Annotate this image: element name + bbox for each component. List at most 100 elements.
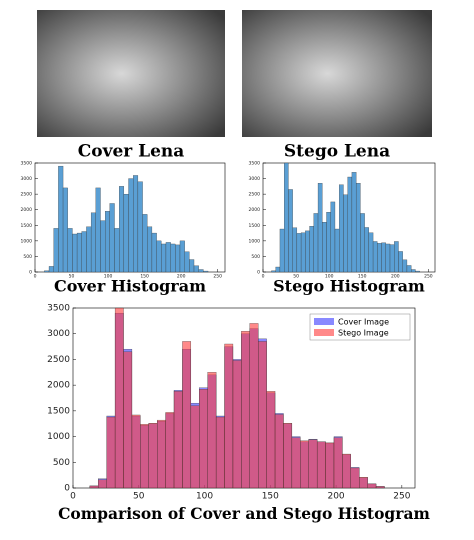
bar (119, 186, 125, 273)
x-tick-label: 250 (213, 274, 222, 280)
bar (114, 228, 120, 273)
bar (333, 437, 343, 489)
bar (109, 203, 115, 273)
bar (316, 441, 326, 489)
bar (389, 244, 395, 273)
bar (381, 242, 386, 273)
bar (402, 259, 408, 273)
y-tick-label: 3500 (47, 304, 70, 314)
x-tick-label: 150 (140, 274, 149, 280)
y-tick-label: 2000 (21, 207, 33, 213)
bar (375, 486, 385, 489)
bar (203, 270, 209, 273)
bar (161, 243, 167, 273)
x-tick-label: 0 (34, 274, 37, 280)
bar (224, 343, 234, 489)
bar (305, 230, 310, 273)
bar (372, 241, 378, 273)
bar (308, 439, 318, 489)
y-tick-label: 500 (53, 458, 70, 468)
bar (105, 211, 110, 273)
bar (76, 232, 82, 273)
bar (148, 423, 158, 489)
bar (232, 360, 242, 489)
bar (350, 467, 360, 489)
legend-label: Cover Image (338, 318, 389, 327)
bar (165, 242, 171, 273)
bar (283, 423, 293, 489)
bar (72, 233, 78, 273)
bar (137, 181, 143, 273)
bar (330, 201, 336, 273)
y-tick-label: 3000 (21, 176, 33, 182)
bar (339, 184, 344, 273)
bar (156, 240, 162, 273)
bar (48, 266, 54, 273)
bar (142, 214, 148, 273)
bar (309, 226, 314, 273)
legend-swatch (314, 318, 334, 325)
bar (165, 412, 175, 489)
bar (170, 243, 176, 273)
bar (123, 351, 133, 489)
x-tick-label: 50 (69, 274, 75, 280)
y-tick-label: 0 (29, 270, 32, 276)
bar (189, 259, 195, 273)
cover-image (37, 10, 225, 137)
bar (385, 243, 391, 273)
x-tick-label: 0 (70, 492, 76, 502)
bar (300, 440, 309, 489)
bar (291, 437, 301, 489)
y-tick-label: 2000 (249, 207, 261, 213)
bar (296, 233, 302, 273)
bar (106, 416, 116, 489)
bar (367, 483, 377, 489)
bar (147, 226, 153, 273)
bar (325, 442, 335, 489)
bar (364, 227, 369, 273)
bar (62, 187, 68, 273)
bar (415, 270, 420, 273)
y-tick-label: 3500 (21, 161, 33, 167)
y-tick-label: 500 (251, 254, 260, 260)
y-tick-label: 0 (64, 484, 70, 494)
bar (271, 270, 276, 273)
stego-image (242, 10, 432, 137)
bar (199, 389, 208, 489)
x-tick-label: 100 (196, 492, 213, 502)
y-tick-label: 0 (257, 270, 260, 276)
bar (95, 187, 101, 273)
bar (86, 226, 92, 273)
bar (53, 228, 59, 273)
bar (317, 183, 323, 273)
bar (411, 269, 416, 273)
bar (184, 251, 190, 273)
bar (44, 270, 50, 273)
x-tick-label: 0 (262, 274, 265, 280)
bar (131, 414, 141, 489)
bar (140, 424, 149, 489)
bar (258, 341, 267, 489)
bar (249, 323, 259, 489)
y-tick-label: 1000 (21, 238, 33, 244)
bar (133, 175, 139, 273)
bar (123, 193, 129, 273)
bar (322, 222, 327, 273)
bar (241, 330, 250, 489)
bar (193, 265, 199, 273)
y-tick-label: 1000 (249, 238, 261, 244)
bar (292, 227, 298, 273)
bar (89, 485, 99, 489)
bar (343, 194, 348, 273)
bar (128, 178, 134, 273)
x-tick-label: 200 (391, 274, 400, 280)
bar (355, 183, 361, 273)
x-tick-label: 50 (133, 492, 145, 502)
y-tick-label: 1000 (47, 432, 70, 442)
bar (342, 453, 351, 489)
bar (175, 244, 181, 273)
bar (326, 212, 331, 273)
bar (266, 391, 276, 489)
bar (207, 372, 217, 489)
